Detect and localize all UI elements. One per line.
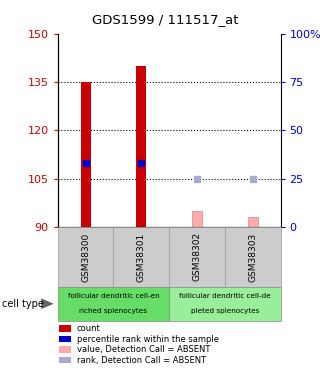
Bar <box>192 211 202 227</box>
Bar <box>136 66 146 227</box>
Text: GSM38302: GSM38302 <box>192 232 202 281</box>
Text: percentile rank within the sample: percentile rank within the sample <box>77 334 218 344</box>
Text: count: count <box>77 324 100 333</box>
Text: follicular dendritic cell-en: follicular dendritic cell-en <box>68 293 159 299</box>
Text: follicular dendritic cell-de: follicular dendritic cell-de <box>179 293 271 299</box>
Text: rank, Detection Call = ABSENT: rank, Detection Call = ABSENT <box>77 356 206 364</box>
Text: GSM38300: GSM38300 <box>81 232 90 282</box>
Text: GSM38303: GSM38303 <box>248 232 257 282</box>
Bar <box>81 82 91 227</box>
Text: GSM38301: GSM38301 <box>137 232 146 282</box>
Bar <box>248 217 258 227</box>
Text: riched splenocytes: riched splenocytes <box>80 308 148 314</box>
Text: GDS1599 / 111517_at: GDS1599 / 111517_at <box>92 13 238 26</box>
Polygon shape <box>41 298 54 309</box>
Text: cell type: cell type <box>2 299 44 309</box>
Text: pleted splenocytes: pleted splenocytes <box>190 308 259 314</box>
Text: value, Detection Call = ABSENT: value, Detection Call = ABSENT <box>77 345 210 354</box>
